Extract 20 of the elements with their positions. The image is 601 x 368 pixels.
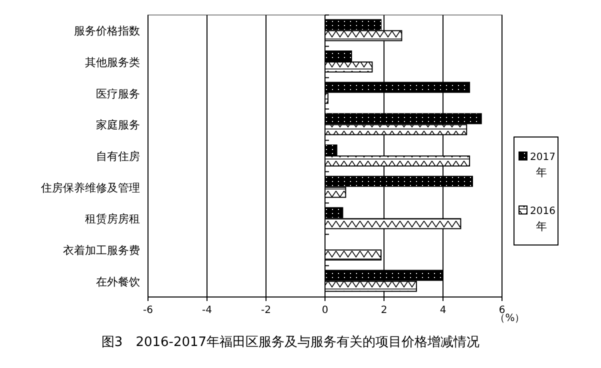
y-tick-label: 医疗服务 [96,87,140,100]
x-tick-label: 6 [498,305,506,316]
y-tick-label: 在外餐饮 [96,275,140,288]
x-tick-label: 0 [322,305,328,316]
y-tick-label: 衣着加工服务费 [63,244,140,257]
legend-label: 2017年 [530,152,556,179]
x-tick-label: 4 [440,305,446,316]
x-tick-label: -2 [261,305,271,316]
y-tick-label: 自有住房 [96,150,140,163]
x-tick-label: -6 [143,305,153,316]
x-axis-title: （%） [495,313,525,324]
y-tick-label: 租赁房房租 [85,212,140,226]
text: 图3 2016-2017年福田区服务及与服务有关的项目价格增减情况 [101,335,480,350]
x-tick-label: -4 [202,305,212,316]
y-tick-label: 服务价格指数 [74,24,140,38]
legend-label: 2016年 [530,206,556,233]
y-tick-label: 家庭服务 [96,118,140,132]
x-tick-label: 2 [380,305,388,316]
y-tick-label: 住房保养维修及管理 [41,181,140,194]
y-tick-label: 其他服务类 [85,56,140,69]
